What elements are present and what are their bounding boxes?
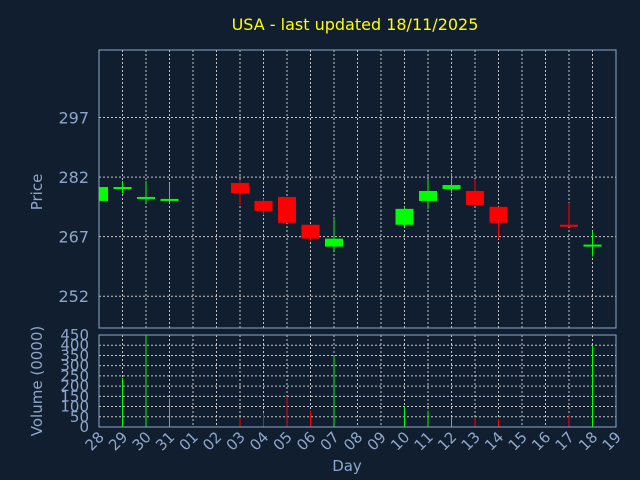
candle-body	[442, 185, 461, 189]
volume-tick-label: 150	[60, 387, 89, 405]
x-tick-label: 31	[152, 428, 178, 454]
candle-body	[560, 224, 578, 227]
x-tick-label: 03	[223, 428, 249, 454]
volume-tick-label: 100	[60, 398, 89, 416]
x-tick-label: 14	[481, 428, 507, 454]
volume-tick-label: 300	[60, 357, 89, 375]
candle-body	[325, 238, 343, 247]
x-tick-label: 16	[528, 428, 554, 454]
x-tick-label: 05	[270, 428, 296, 454]
x-tick-label: 18	[575, 428, 601, 454]
volume-bars	[122, 335, 593, 427]
x-tick-label: 01	[176, 428, 202, 454]
x-tick-label: 10	[387, 428, 413, 454]
x-tick-label: 02	[199, 428, 225, 454]
volume-tick-label: 50	[70, 408, 89, 426]
candle-body	[99, 187, 108, 201]
x-axis-label: Day	[332, 457, 362, 475]
price-tick-labels: 252 267 282 297	[58, 109, 89, 307]
price-tick-label: 297	[58, 109, 89, 128]
candle-body	[278, 196, 296, 223]
candle-body	[583, 244, 602, 247]
x-tick-label: 15	[505, 428, 531, 454]
candle-body	[301, 224, 320, 239]
candle-body	[466, 190, 484, 205]
candle-body	[160, 198, 179, 201]
x-tick-label: 04	[246, 428, 272, 454]
candle-body	[395, 208, 414, 225]
x-tick-label: 06	[293, 428, 319, 454]
x-tick-label: 11	[411, 428, 437, 454]
volume-tick-label: 200	[60, 377, 89, 395]
price-tick-label: 267	[58, 228, 89, 247]
candle-body	[137, 196, 155, 199]
volume-tick-label: 400	[60, 336, 89, 354]
volume-grid	[99, 335, 616, 427]
candle-body	[419, 190, 437, 201]
x-tick-label: 30	[129, 428, 155, 454]
x-tick-label: 17	[552, 428, 578, 454]
volume-panel-frame	[98, 334, 617, 428]
candle-body	[489, 206, 508, 223]
candle-body	[231, 183, 249, 193]
volume-tick-label: 450	[60, 326, 89, 344]
price-axis-label: Price	[28, 174, 46, 211]
price-tick-label: 282	[58, 168, 89, 187]
price-panel-frame	[98, 49, 617, 329]
candle-body	[254, 200, 273, 211]
candle-body	[113, 187, 132, 190]
price-grid	[99, 50, 616, 328]
x-tick-label: 12	[434, 428, 460, 454]
x-tick-label: 07	[317, 428, 343, 454]
volume-tick-label: 250	[60, 367, 89, 385]
x-tick-label: 13	[458, 428, 484, 454]
x-tick-label: 29	[105, 428, 131, 454]
x-tick-label: 19	[599, 428, 625, 454]
x-tick-label: 08	[340, 428, 366, 454]
chart-title: USA - last updated 18/11/2025	[232, 15, 479, 34]
candles	[98, 173, 602, 257]
x-tick-labels: 2829303101020304050607080910111213141516…	[82, 428, 625, 454]
volume-tick-label: 0	[79, 418, 89, 436]
price-tick-label: 252	[58, 287, 89, 306]
volume-axis-label: Volume (0000)	[28, 326, 46, 436]
volume-tick-label: 350	[60, 346, 89, 364]
x-tick-label: 09	[364, 428, 390, 454]
